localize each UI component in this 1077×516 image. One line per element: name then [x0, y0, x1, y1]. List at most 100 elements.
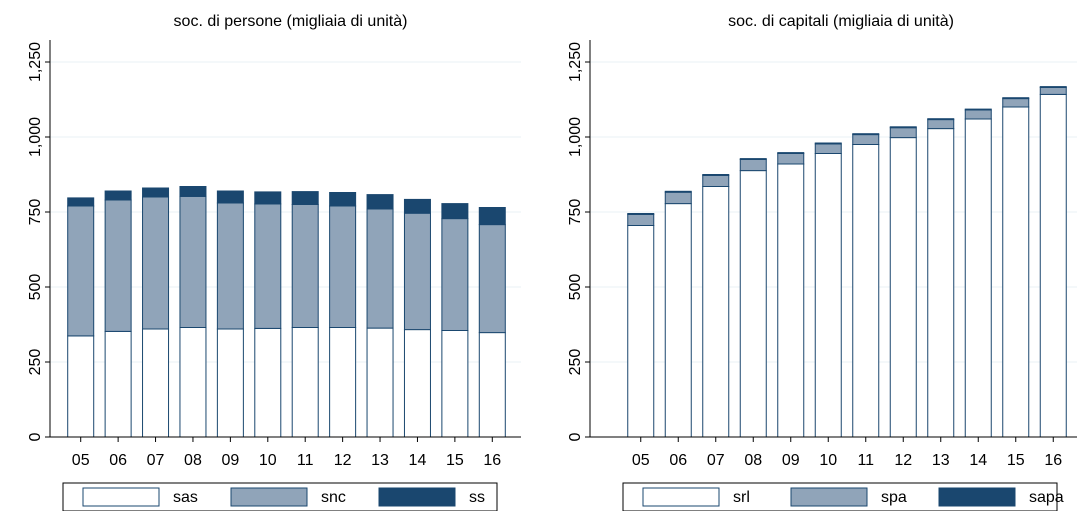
bar-segment — [627, 213, 655, 226]
bar-segment — [216, 202, 244, 330]
x-tick-label: 10 — [819, 452, 837, 469]
x-tick-label: 14 — [969, 452, 987, 469]
bar-segment — [179, 195, 207, 328]
bar-segment — [664, 191, 692, 205]
bar-segment — [216, 328, 244, 438]
legend-swatch — [642, 487, 720, 507]
x-tick-label: 07 — [707, 452, 725, 469]
y-tick-label: 500 — [567, 274, 584, 301]
y-tick-label: 750 — [27, 199, 44, 226]
bar-segment — [403, 198, 431, 214]
bar-segment — [1039, 86, 1067, 88]
x-tick-label: 12 — [894, 452, 912, 469]
y-tick-label: 250 — [567, 349, 584, 376]
legend-swatch — [938, 487, 1016, 507]
bar-segment — [216, 190, 244, 204]
legend-label: sas — [173, 489, 198, 506]
x-tick-label: 13 — [932, 452, 950, 469]
bar-segment — [254, 327, 282, 438]
y-tick-label: 1,250 — [567, 42, 584, 82]
legend-label: spa — [881, 489, 907, 506]
y-tick-label: 0 — [567, 432, 584, 441]
bar-segment — [441, 218, 469, 332]
x-tick-label: 05 — [72, 452, 90, 469]
bar-segment — [964, 118, 992, 438]
x-tick-label: 08 — [744, 452, 762, 469]
legend-swatch — [82, 487, 160, 507]
bar-segment — [739, 170, 767, 438]
bar-segment — [366, 327, 394, 438]
bar-segment — [702, 174, 730, 176]
bar-segment — [814, 143, 842, 154]
x-tick-label: 16 — [1044, 452, 1062, 469]
bar-segment — [627, 225, 655, 438]
bar-segment — [777, 152, 805, 155]
bar-segment — [739, 159, 767, 172]
bar-segment — [478, 207, 506, 226]
x-tick-label: 06 — [669, 452, 687, 469]
legend-swatch — [378, 487, 456, 507]
bar-segment — [329, 192, 357, 207]
bar-segment — [142, 196, 170, 330]
chart-title: soc. di capitali (migliaia di unità) — [728, 13, 954, 30]
y-tick-label: 500 — [27, 274, 44, 301]
x-tick-label: 10 — [259, 452, 277, 469]
bar-segment — [927, 128, 955, 438]
bar-segment — [441, 203, 469, 220]
bar-segment — [179, 186, 207, 197]
y-tick-label: 1,000 — [27, 117, 44, 157]
bar-segment — [366, 208, 394, 329]
bar-segment — [254, 203, 282, 329]
bar-segment — [104, 199, 132, 332]
bar-segment — [403, 212, 431, 331]
bar-segment — [366, 194, 394, 210]
bar-segment — [1002, 97, 1030, 100]
bar-segment — [814, 153, 842, 438]
bar-segment — [1002, 98, 1030, 108]
bar-segment — [889, 137, 917, 438]
bar-segment — [104, 330, 132, 438]
y-tick-label: 1,000 — [567, 117, 584, 157]
bar-segment — [889, 127, 917, 139]
x-tick-label: 12 — [334, 452, 352, 469]
bar-segment — [702, 174, 730, 187]
bar-segment — [142, 328, 170, 438]
y-tick-label: 750 — [567, 199, 584, 226]
x-tick-label: 06 — [109, 452, 127, 469]
x-tick-label: 13 — [371, 452, 389, 469]
bar-segment — [291, 191, 319, 206]
bar-segment — [478, 224, 506, 334]
bar-segment — [403, 329, 431, 438]
legend-label: srl — [733, 489, 750, 506]
bar-segment — [254, 191, 282, 205]
bar-segment — [777, 153, 805, 165]
legend-swatch — [230, 487, 308, 507]
x-tick-label: 05 — [632, 452, 650, 469]
bar-segment — [739, 158, 767, 161]
bar-segment — [964, 109, 992, 120]
bar-segment — [478, 332, 506, 438]
x-tick-label: 09 — [782, 452, 800, 469]
bar-segment — [441, 330, 469, 438]
x-tick-label: 15 — [446, 452, 464, 469]
x-tick-label: 07 — [147, 452, 165, 469]
legend-label: ss — [469, 489, 485, 506]
bar-segment — [852, 134, 880, 146]
bar-segment — [142, 187, 170, 198]
bar-segment — [329, 327, 357, 438]
bar-segment — [664, 203, 692, 438]
bar-segment — [927, 119, 955, 130]
y-tick-label: 250 — [27, 349, 44, 376]
bar-segment — [852, 144, 880, 438]
bar-segment — [291, 204, 319, 328]
x-tick-label: 11 — [857, 452, 874, 469]
bar-segment — [67, 335, 95, 438]
x-tick-label: 08 — [184, 452, 202, 469]
bar-segment — [702, 186, 730, 438]
chart-title: soc. di persone (migliaia di unità) — [174, 13, 408, 30]
x-tick-label: 15 — [1007, 452, 1025, 469]
y-tick-label: 1,250 — [27, 42, 44, 82]
bar-segment — [627, 213, 655, 215]
bar-segment — [777, 163, 805, 438]
